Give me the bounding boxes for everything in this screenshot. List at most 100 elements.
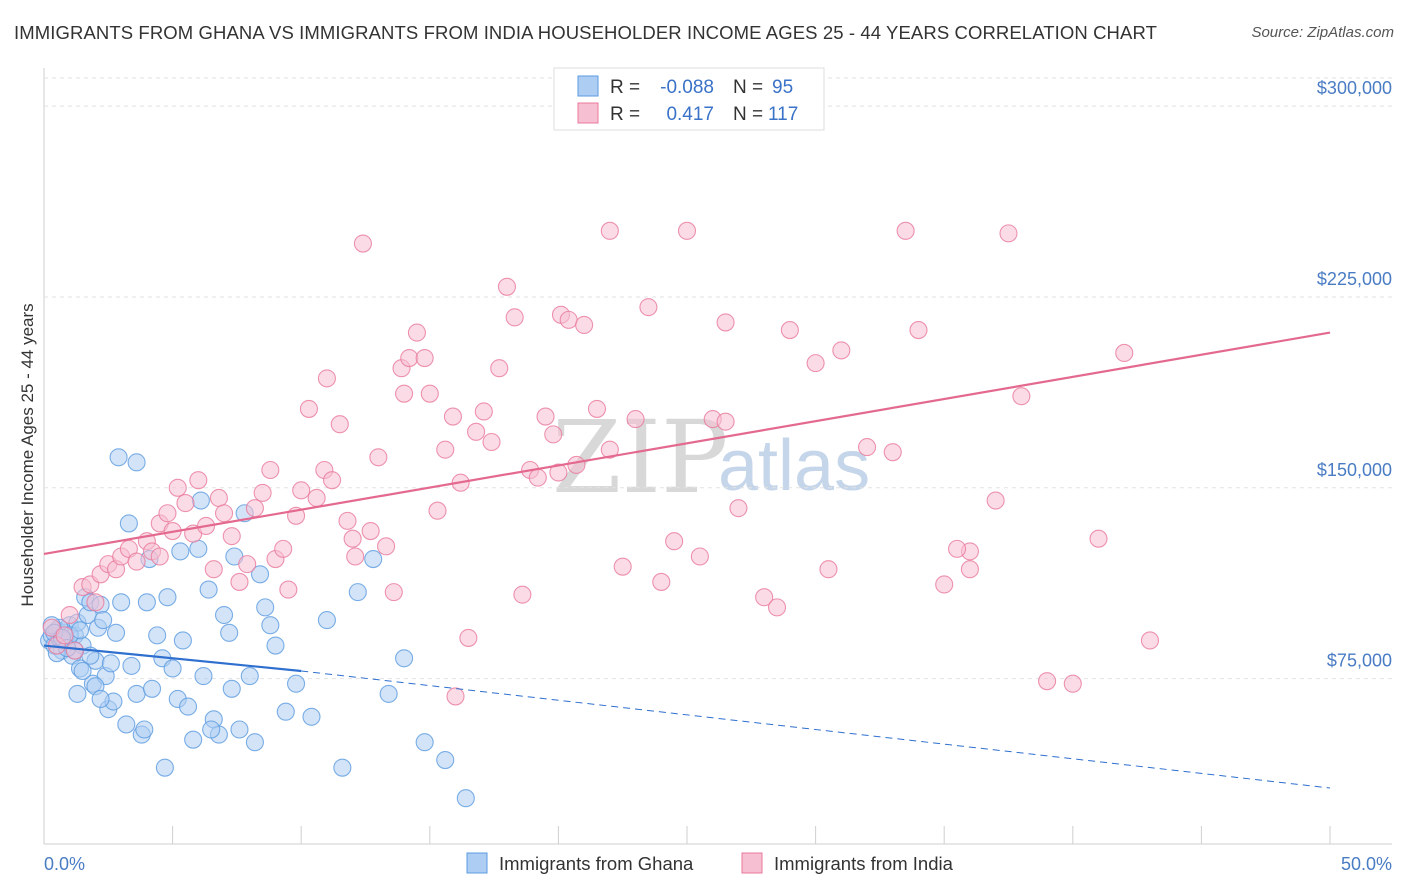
ghana-point: [220, 623, 239, 642]
india-point: [567, 455, 586, 474]
ghana-point: [194, 667, 213, 686]
india-point: [230, 572, 249, 591]
ghana-r-value: -0.088: [660, 77, 714, 98]
ghana-point: [250, 565, 270, 584]
india-point: [317, 369, 336, 388]
india-point: [544, 425, 563, 444]
india-point: [1063, 674, 1082, 693]
ghana-point: [276, 702, 295, 721]
india-r-label: R =: [610, 104, 640, 125]
ghana-point: [266, 636, 285, 655]
india-point: [307, 488, 326, 508]
india-point: [395, 384, 414, 403]
ghana-point: [184, 730, 203, 749]
india-point: [279, 580, 298, 599]
india-point: [780, 321, 799, 340]
ghana-point: [379, 684, 398, 703]
ghana-point: [94, 611, 113, 630]
india-point: [896, 221, 915, 240]
ghana-point: [317, 611, 336, 630]
ghana-point: [155, 758, 174, 777]
india-point: [400, 348, 419, 368]
india-point: [415, 348, 434, 368]
india-point: [536, 407, 555, 426]
india-point: [127, 552, 146, 571]
india-r-value: 0.417: [666, 104, 714, 125]
india-point: [446, 687, 465, 706]
ghana-point: [199, 580, 218, 599]
x-tick-marks: [43, 826, 1331, 844]
y-tick-label: $150,000: [1317, 460, 1392, 480]
ghana-point: [240, 667, 259, 686]
india-point: [505, 308, 524, 327]
ghana-point: [122, 656, 141, 675]
india-point: [806, 354, 825, 373]
ghana-n-value: 95: [772, 77, 793, 98]
india-point: [575, 315, 594, 335]
india-point: [274, 539, 293, 558]
india-point: [755, 588, 774, 607]
india-point: [767, 598, 787, 617]
india-point: [665, 532, 684, 551]
india-point: [1140, 631, 1160, 650]
ghana-point: [456, 789, 475, 808]
india-point: [1115, 343, 1134, 363]
india-point: [346, 547, 365, 566]
india-point: [150, 547, 169, 566]
india-n-label: N =: [733, 104, 763, 125]
india-point: [559, 310, 578, 329]
ghana-point: [214, 605, 234, 625]
india-point: [292, 481, 311, 500]
india-point: [222, 527, 241, 546]
india-point: [253, 483, 272, 502]
india-point: [883, 443, 902, 462]
ghana-point: [101, 654, 120, 673]
ghana-point: [222, 679, 241, 698]
india-point: [65, 641, 84, 660]
gridlines: [44, 77, 1392, 680]
ghana-point: [135, 720, 154, 739]
trend-lines: [43, 331, 1331, 789]
india-point: [1089, 529, 1108, 548]
india-point: [323, 471, 342, 490]
ghana-point: [287, 674, 306, 693]
india-point: [613, 557, 632, 576]
india-swatch: [577, 102, 599, 124]
india-point: [55, 626, 74, 645]
india-point: [467, 422, 486, 441]
india-point: [428, 501, 447, 520]
india-point: [245, 499, 264, 518]
ghana-trend-line: [43, 644, 302, 673]
ghana-point: [302, 707, 321, 726]
india-point: [490, 359, 509, 378]
india-point: [652, 572, 671, 591]
india-point: [497, 277, 517, 296]
x-tick-label-min: 0.0%: [44, 854, 85, 874]
india-point: [60, 605, 79, 625]
ghana-point: [73, 661, 92, 681]
india-point: [600, 440, 619, 459]
ghana-r-label: R =: [610, 77, 640, 98]
india-point: [377, 537, 396, 556]
ghana-swatch: [577, 75, 599, 97]
ghana-point: [364, 549, 383, 569]
ghana-point: [127, 453, 146, 472]
india-point: [549, 463, 568, 482]
ghana-point: [163, 659, 182, 678]
india-point: [330, 415, 349, 434]
india-point: [353, 234, 372, 253]
legend-india-label: Immigrants from India: [774, 853, 954, 874]
india-point: [1012, 387, 1031, 406]
india-point: [474, 402, 493, 421]
india-point: [459, 628, 478, 647]
y-tick-label: $75,000: [1327, 651, 1392, 671]
legend-india-swatch: [741, 852, 763, 874]
india-point: [214, 504, 234, 523]
india-point: [600, 221, 619, 240]
india-point: [677, 221, 697, 240]
ghana-point: [173, 631, 192, 650]
watermark-atlas: atlas: [718, 426, 870, 506]
ghana-point: [189, 539, 208, 558]
legend-ghana-swatch: [466, 852, 488, 874]
